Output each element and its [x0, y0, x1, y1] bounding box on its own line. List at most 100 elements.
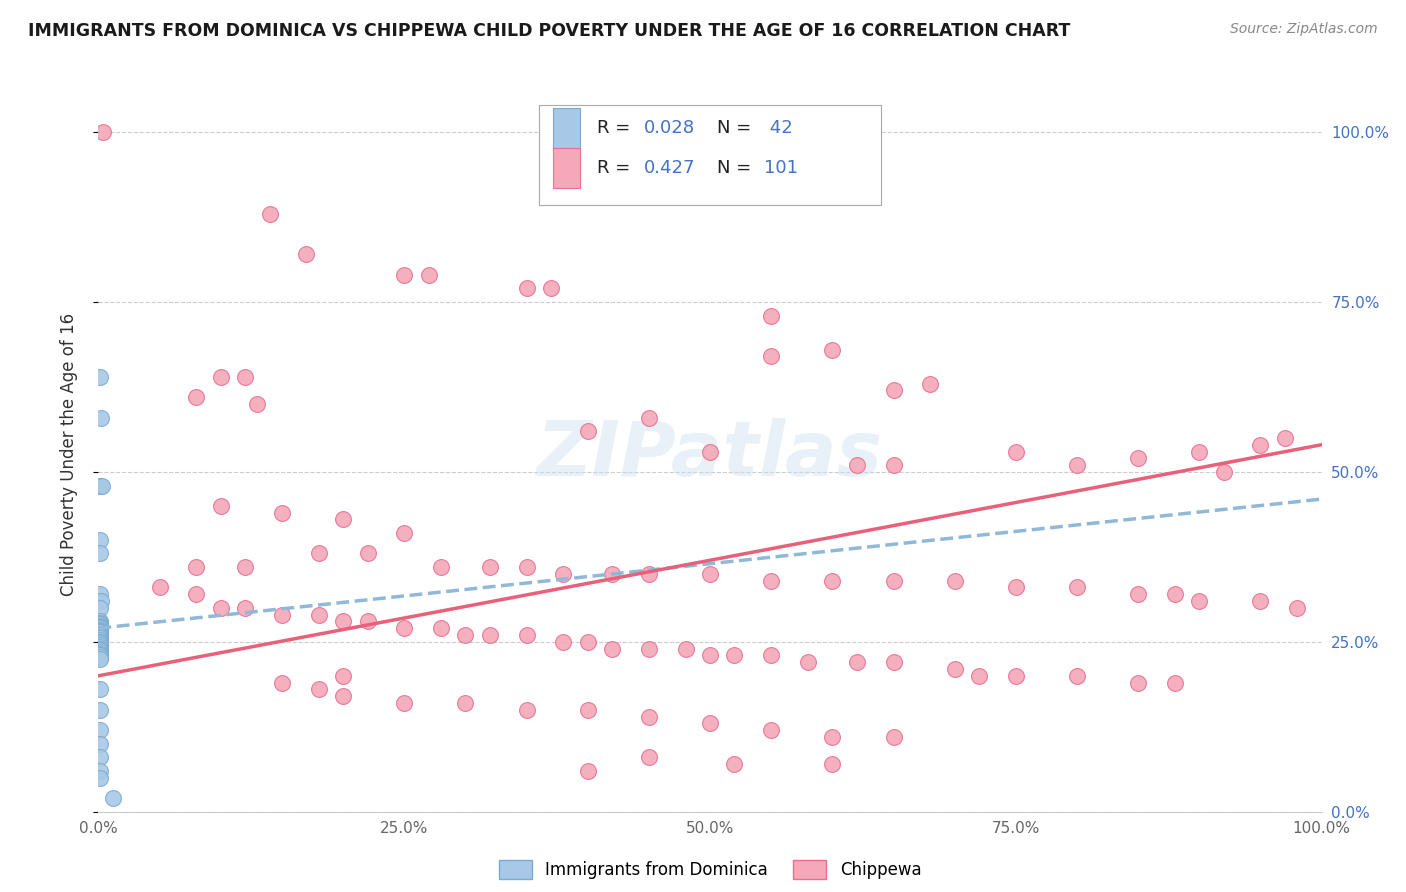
Text: 0.427: 0.427 [644, 159, 696, 177]
Text: R =: R = [598, 120, 637, 137]
Point [478, 628, 501, 642]
Point [356, 615, 378, 629]
Point [186, 560, 208, 574]
Point [270, 675, 294, 690]
Point [761, 648, 783, 663]
Point [89, 621, 111, 635]
Point [89, 750, 111, 764]
Point [89, 640, 111, 654]
Point [600, 566, 623, 581]
Point [638, 641, 661, 656]
Point [553, 566, 575, 581]
Point [1128, 451, 1150, 466]
Point [332, 512, 354, 526]
FancyBboxPatch shape [538, 105, 882, 205]
Point [883, 574, 905, 588]
Point [332, 669, 354, 683]
Point [233, 600, 256, 615]
Point [723, 757, 745, 772]
Point [89, 478, 111, 492]
Point [761, 309, 783, 323]
Point [1164, 675, 1187, 690]
Point [91, 125, 114, 139]
Point [90, 594, 112, 608]
Point [89, 369, 111, 384]
Point [270, 607, 294, 622]
Point [89, 638, 111, 652]
Point [186, 587, 208, 601]
Point [845, 458, 868, 472]
Point [270, 506, 294, 520]
Point [259, 207, 281, 221]
Text: N =: N = [717, 159, 758, 177]
Point [943, 662, 966, 676]
Point [675, 641, 697, 656]
Point [883, 384, 905, 398]
Point [89, 633, 111, 648]
Point [761, 723, 783, 738]
Point [89, 648, 111, 663]
Text: ZIPatlas: ZIPatlas [537, 418, 883, 491]
Point [1286, 600, 1309, 615]
Point [638, 566, 661, 581]
Point [920, 376, 942, 391]
Point [89, 620, 111, 634]
Point [553, 635, 575, 649]
Point [308, 607, 330, 622]
Point [1066, 669, 1088, 683]
Point [209, 499, 232, 513]
Point [478, 560, 501, 574]
Point [332, 689, 354, 703]
Point [89, 645, 111, 659]
Point [418, 268, 440, 282]
Point [89, 635, 111, 649]
Point [576, 635, 599, 649]
Point [1249, 594, 1271, 608]
Point [576, 764, 599, 778]
Text: R =: R = [598, 159, 637, 177]
Point [638, 709, 661, 723]
Point [1004, 444, 1026, 458]
Point [89, 650, 111, 665]
Point [308, 682, 330, 697]
Point [761, 350, 783, 364]
Point [89, 623, 111, 637]
Point [89, 617, 111, 632]
Point [89, 771, 111, 785]
Point [883, 458, 905, 472]
Point [89, 647, 111, 661]
Point [1188, 444, 1211, 458]
Point [1004, 581, 1026, 595]
Point [723, 648, 745, 663]
Point [392, 696, 416, 710]
Point [699, 444, 721, 458]
Point [308, 546, 330, 560]
Point [89, 625, 111, 640]
Point [89, 723, 111, 738]
FancyBboxPatch shape [554, 148, 581, 187]
Point [1212, 465, 1234, 479]
Legend: Immigrants from Dominica, Chippewa: Immigrants from Dominica, Chippewa [492, 853, 928, 886]
Point [515, 703, 537, 717]
Point [186, 390, 208, 404]
Point [699, 566, 721, 581]
Point [576, 424, 599, 438]
Point [149, 581, 172, 595]
Point [1274, 431, 1296, 445]
Point [699, 716, 721, 731]
Point [246, 397, 269, 411]
Point [1128, 587, 1150, 601]
Point [90, 410, 112, 425]
Point [845, 655, 868, 669]
Point [89, 624, 111, 638]
Point [540, 281, 562, 295]
Point [638, 750, 661, 764]
Point [967, 669, 990, 683]
Point [392, 621, 416, 635]
Y-axis label: Child Poverty Under the Age of 16: Child Poverty Under the Age of 16 [59, 313, 77, 597]
Point [883, 655, 905, 669]
Point [89, 618, 111, 632]
Point [600, 641, 623, 656]
Point [392, 526, 416, 541]
Text: Source: ZipAtlas.com: Source: ZipAtlas.com [1230, 22, 1378, 37]
